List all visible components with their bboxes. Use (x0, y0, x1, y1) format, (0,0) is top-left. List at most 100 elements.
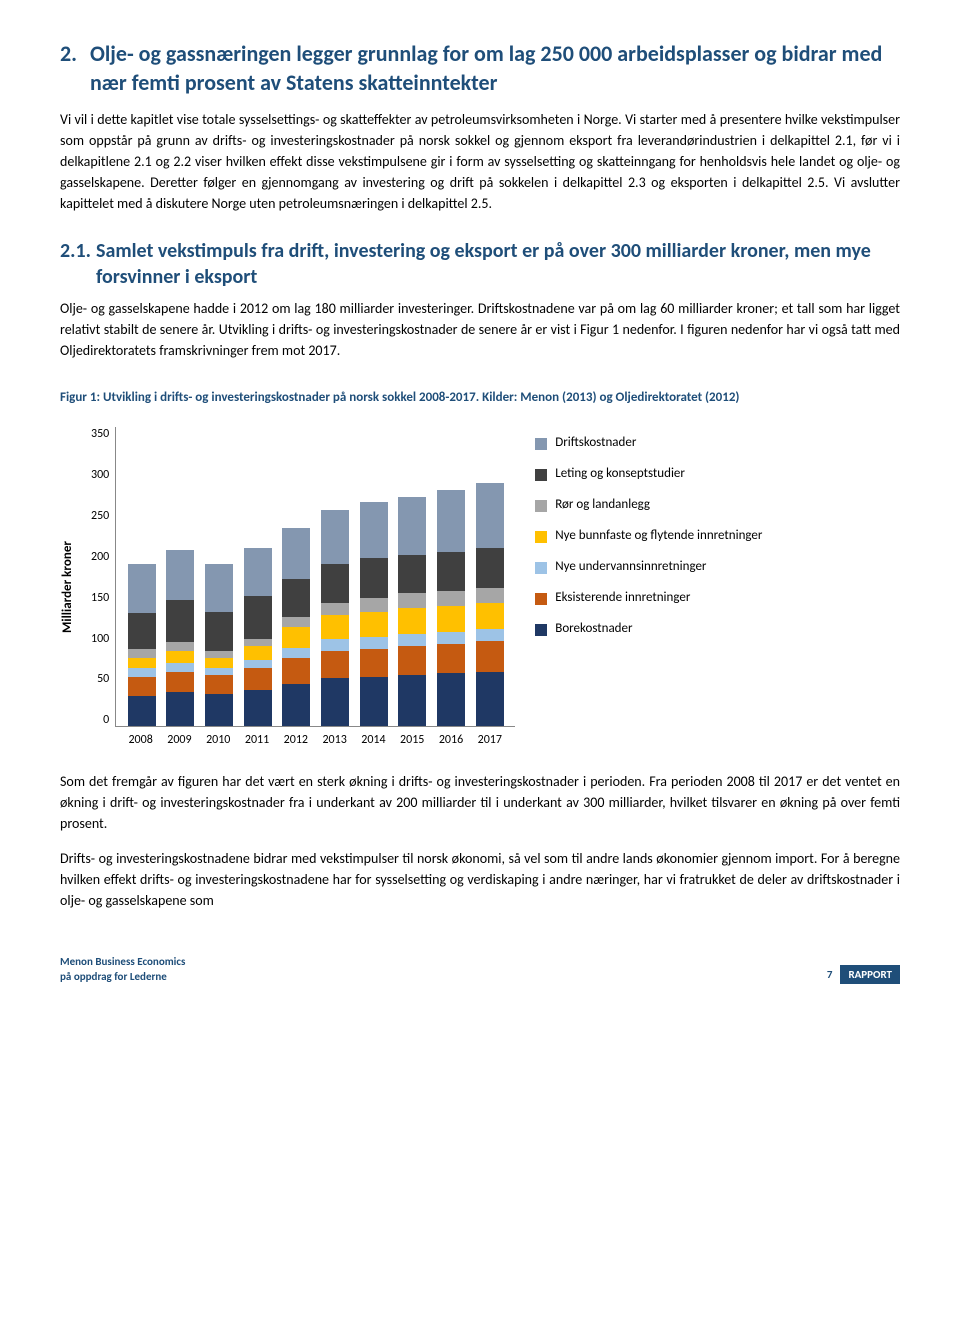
bar-segment-bunn (360, 612, 388, 638)
bar-segment-bunn (244, 646, 272, 660)
y-axis-label: Milliarder kroner (60, 541, 75, 633)
y-tick: 300 (91, 468, 109, 482)
bar-segment-drift (476, 483, 504, 548)
bar-2013 (321, 510, 349, 726)
paragraph-3: Som det fremgår av figuren har det vært … (60, 771, 900, 834)
y-axis-ticks: 050100150200250300350 (91, 427, 115, 727)
bar-segment-let (321, 564, 349, 603)
chart-legend: Driftskostnader Leting og konseptstudier R… (535, 427, 762, 636)
bar-segment-bore (205, 694, 233, 727)
footer-line2: på oppdrag for Lederne (60, 970, 185, 984)
legend-item-bunn: Nye bunnfaste og flytende innretninger (535, 528, 762, 543)
bar-segment-bore (398, 675, 426, 726)
bar-segment-bunn (437, 606, 465, 632)
bar-segment-let (205, 612, 233, 651)
bar-2009 (166, 550, 194, 727)
legend-swatch (535, 624, 547, 636)
bar-segment-bore (321, 678, 349, 726)
bar-segment-bunn (476, 603, 504, 629)
bar-segment-under (398, 634, 426, 646)
bar-segment-bore (244, 690, 272, 726)
legend-item-bore: Borekostnader (535, 621, 762, 636)
bar-2017 (476, 483, 504, 726)
bar-segment-bore (282, 684, 310, 727)
bar-segment-bunn (166, 651, 194, 663)
legend-label: Borekostnader (555, 621, 632, 636)
bar-2011 (244, 548, 272, 726)
bar-segment-ror (360, 598, 388, 612)
bar-segment-bunn (398, 608, 426, 634)
legend-swatch (535, 438, 547, 450)
page-number: 7 (827, 968, 833, 981)
bar-segment-let (166, 600, 194, 643)
x-tick: 2015 (398, 733, 426, 747)
bar-2014 (360, 502, 388, 727)
bar-segment-under (166, 663, 194, 672)
rapport-badge: RAPPORT (840, 965, 900, 984)
chart-container: Milliarder kroner 050100150200250300350 … (60, 427, 900, 747)
bar-segment-drift (321, 510, 349, 563)
legend-label: Eksisterende innretninger (555, 590, 690, 605)
footer-line1: Menon Business Economics (60, 955, 185, 969)
bar-segment-drift (360, 502, 388, 559)
legend-item-let: Leting og konseptstudier (535, 466, 762, 481)
y-tick: 350 (91, 427, 109, 441)
bar-segment-under (128, 668, 156, 677)
heading-3-number: 2.1. (60, 238, 96, 264)
bar-segment-ror (282, 617, 310, 627)
chart-plot (115, 427, 515, 727)
bar-segment-under (321, 639, 349, 651)
heading-2: 2.Olje- og gassnæringen legger grunnlag … (60, 40, 900, 97)
x-tick: 2016 (437, 733, 465, 747)
bar-segment-ror (437, 591, 465, 606)
x-tick: 2017 (476, 733, 504, 747)
bar-segment-bore (437, 673, 465, 726)
legend-label: Rør og landanlegg (555, 497, 650, 512)
page-footer: Menon Business Economics på oppdrag for … (60, 955, 900, 984)
bar-segment-under (360, 637, 388, 649)
bar-segment-let (128, 613, 156, 649)
bar-segment-eksi (360, 649, 388, 676)
bar-segment-bunn (282, 627, 310, 648)
bar-segment-ror (205, 651, 233, 658)
y-tick: 0 (91, 713, 109, 727)
bar-segment-let (282, 579, 310, 617)
heading-2-text: Olje- og gassnæringen legger grunnlag fo… (90, 40, 882, 96)
legend-item-drift: Driftskostnader (535, 435, 762, 450)
bar-segment-ror (476, 588, 504, 603)
bar-segment-bunn (128, 658, 156, 668)
bar-segment-let (244, 596, 272, 639)
bar-segment-drift (205, 564, 233, 612)
legend-swatch (535, 469, 547, 481)
x-tick: 2010 (204, 733, 232, 747)
legend-item-under: Nye undervannsinnretninger (535, 559, 762, 574)
x-tick: 2011 (243, 733, 271, 747)
bar-segment-drift (282, 528, 310, 579)
legend-label: Nye undervannsinnretninger (555, 559, 706, 574)
bar-segment-bunn (205, 658, 233, 668)
bar-segment-eksi (244, 668, 272, 690)
heading-2-number: 2. (60, 40, 90, 69)
figure-caption: Figur 1: Utvikling i drifts- og invester… (60, 389, 900, 407)
y-tick: 250 (91, 509, 109, 523)
legend-label: Driftskostnader (555, 435, 636, 450)
bar-segment-under (205, 668, 233, 675)
bar-segment-bunn (321, 615, 349, 639)
x-tick: 2008 (127, 733, 155, 747)
bar-segment-ror (166, 642, 194, 651)
bar-segment-drift (166, 550, 194, 600)
paragraph-4: Drifts- og investeringskostnadene bidrar… (60, 848, 900, 911)
bar-segment-let (476, 548, 504, 587)
bar-segment-let (437, 552, 465, 591)
bar-2008 (128, 564, 156, 727)
bar-segment-eksi (205, 675, 233, 694)
bar-segment-drift (437, 490, 465, 552)
footer-right: 7 RAPPORT (827, 965, 900, 984)
bar-segment-ror (128, 649, 156, 658)
bar-segment-ror (244, 639, 272, 646)
bar-2012 (282, 528, 310, 727)
bar-segment-let (360, 558, 388, 597)
bar-segment-under (282, 648, 310, 658)
legend-item-ror: Rør og landanlegg (535, 497, 762, 512)
legend-item-eksi: Eksisterende innretninger (535, 590, 762, 605)
